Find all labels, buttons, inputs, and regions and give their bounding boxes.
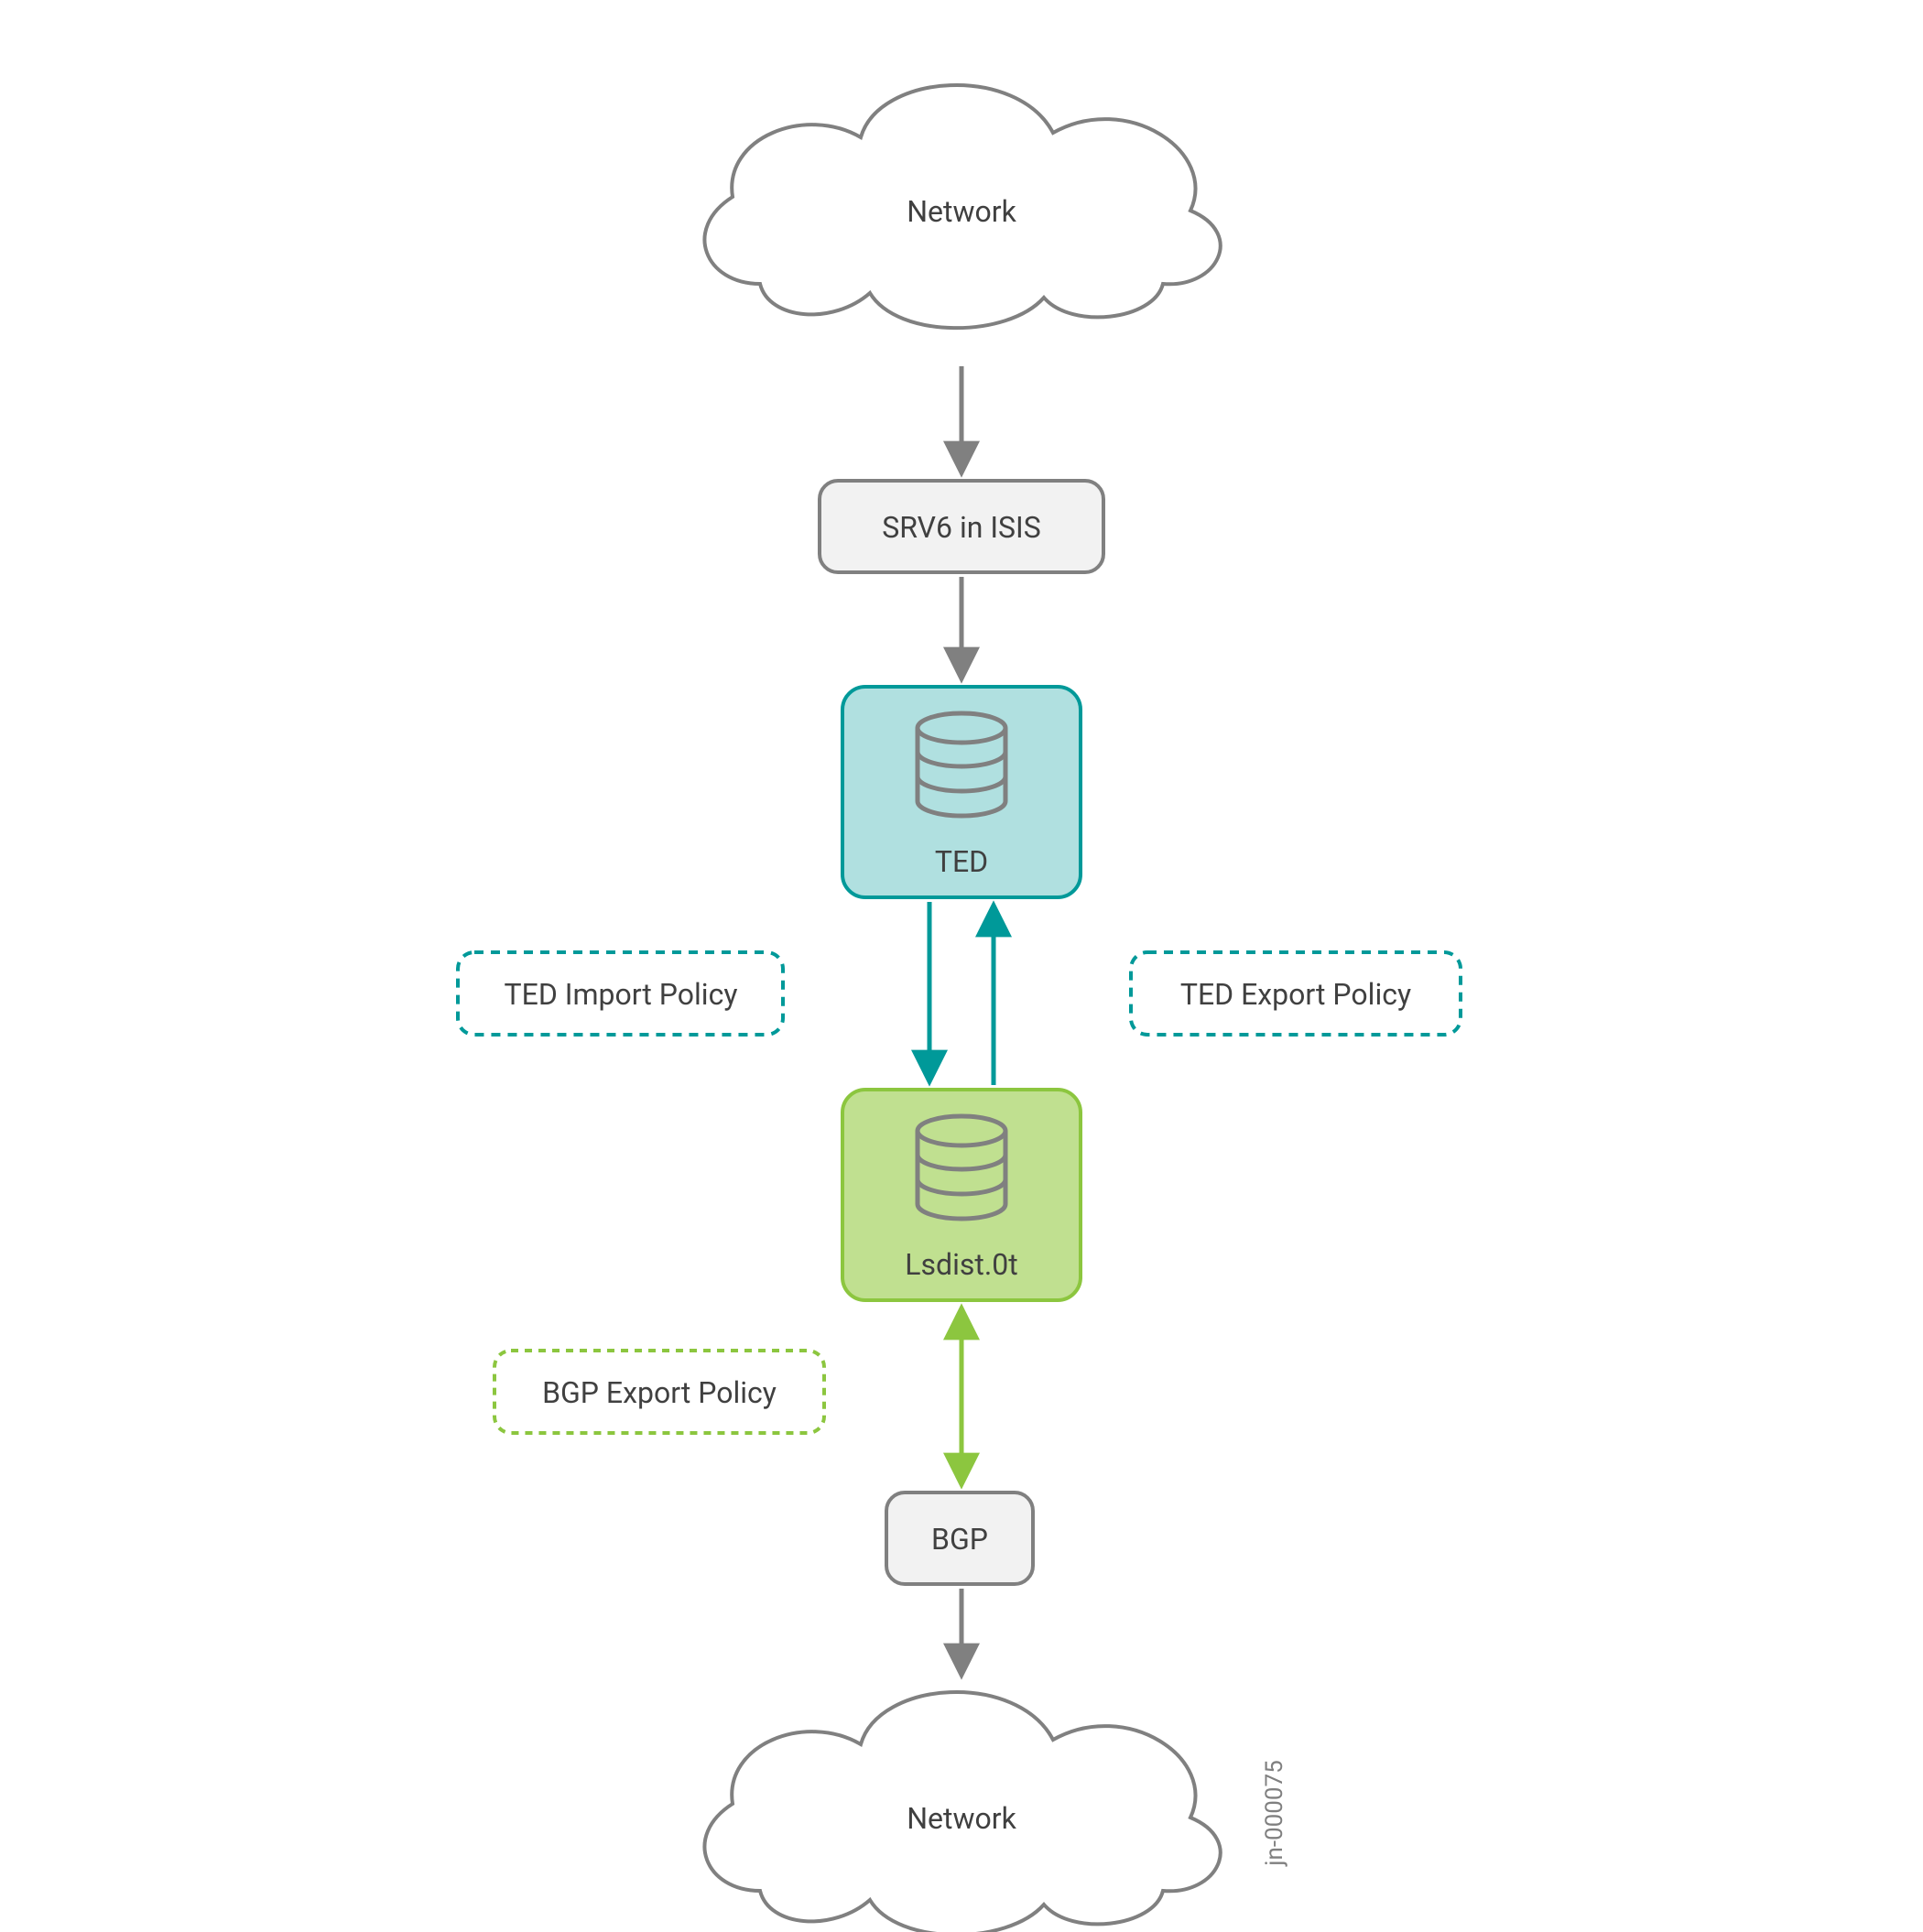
node-srv6: SRV6 in ISIS [820, 481, 1103, 572]
ted-export-label: TED Export Policy [1180, 977, 1411, 1012]
lsdist-label: Lsdist.0t [905, 1247, 1017, 1282]
node-ted-import-policy: TED Import Policy [458, 952, 783, 1035]
cloud-top-label: Network [907, 194, 1016, 229]
ted-import-label: TED Import Policy [505, 977, 738, 1012]
cloud-network-bottom: Network [704, 1692, 1220, 1932]
node-bgp: BGP [886, 1492, 1033, 1584]
cloud-bottom-label: Network [907, 1801, 1016, 1836]
bgp-export-label: BGP Export Policy [542, 1375, 777, 1410]
ted-label: TED [935, 844, 988, 879]
diagram-canvas: Network SRV6 in ISIS TED TED Import Poli… [0, 0, 1923, 1932]
node-ted: TED [842, 687, 1081, 897]
node-ted-export-policy: TED Export Policy [1131, 952, 1461, 1035]
diagram-id: jn-000075 [1261, 1760, 1288, 1866]
node-bgp-export-policy: BGP Export Policy [494, 1351, 824, 1433]
node-lsdist: Lsdist.0t [842, 1090, 1081, 1300]
cloud-network-top: Network [704, 85, 1220, 328]
srv6-label: SRV6 in ISIS [882, 510, 1041, 545]
bgp-label: BGP [931, 1522, 988, 1557]
